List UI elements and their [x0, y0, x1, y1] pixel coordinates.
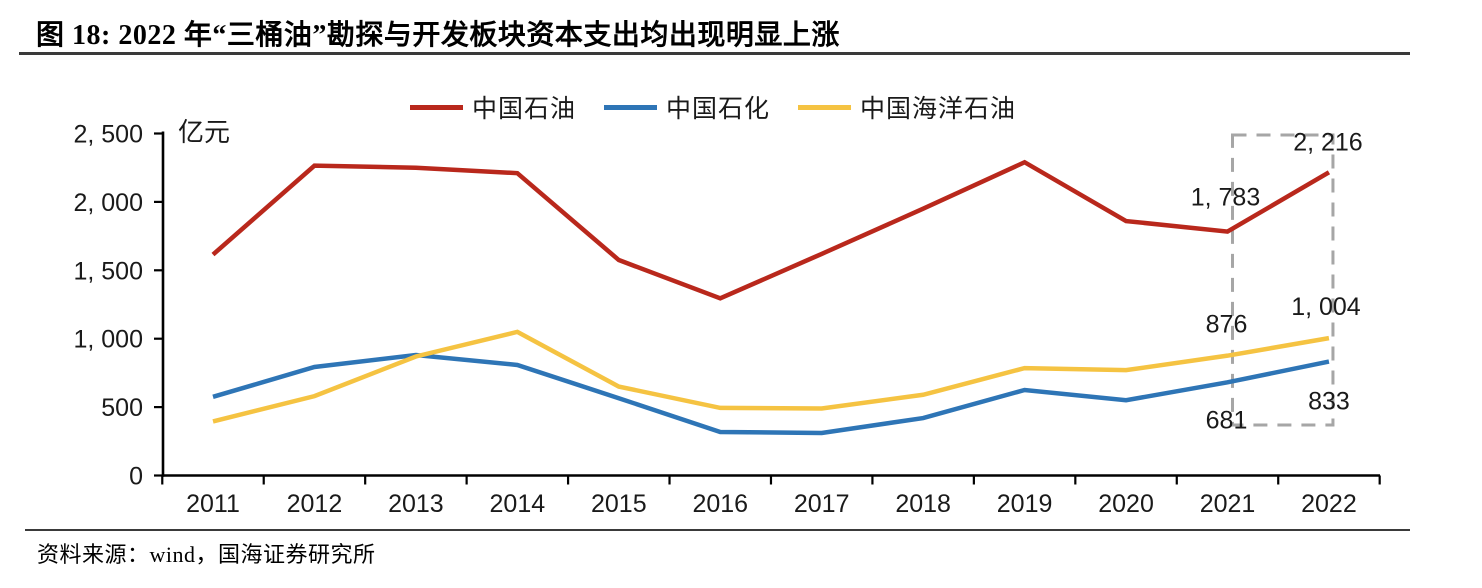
y-axis-unit-label: 亿元 [178, 117, 230, 147]
data-label: 2, 216 [1293, 128, 1363, 156]
series-line-1 [211, 159, 1331, 301]
series-line-2 [212, 352, 1330, 436]
x-tick-label: 2017 [794, 490, 850, 518]
legend-swatch-icon [410, 104, 463, 110]
chart-legend: 中国石油 中国石化 中国海洋石油 [410, 90, 1016, 124]
series-line-3 [212, 329, 1330, 424]
x-tick-label: 2013 [388, 490, 444, 518]
y-tick-label: 2, 000 [73, 189, 143, 217]
x-tick-label: 2011 [186, 490, 240, 518]
legend-label: 中国石化 [666, 96, 771, 123]
figure-title: 图 18: 2022 年“三桶油”勘探与开发板块资本支出均出现明显上涨 [36, 20, 840, 51]
highlight-box [1231, 133, 1335, 427]
data-label: 1, 783 [1191, 184, 1261, 212]
data-label: 833 [1308, 388, 1350, 416]
y-tick-label: 0 [129, 463, 143, 491]
legend-swatch-icon [604, 104, 658, 110]
x-tick-label: 2012 [287, 490, 343, 518]
x-tick-label: 2022 [1301, 490, 1357, 518]
title-underline [19, 52, 1410, 55]
legend-label: 中国海洋石油 [860, 96, 1017, 123]
footer-divider [25, 529, 1410, 531]
x-tick-label: 2016 [692, 490, 748, 518]
legend-swatch-icon [798, 104, 852, 110]
x-tick-label: 2019 [997, 490, 1053, 518]
x-tick-label: 2018 [895, 490, 951, 518]
source-note: 资料来源：wind，国海证券研究所 [37, 542, 376, 567]
y-tick-label: 1, 000 [73, 326, 143, 354]
x-tick-label: 2021 [1200, 490, 1256, 518]
legend-label: 中国石油 [472, 96, 577, 123]
x-tick-label: 2014 [490, 490, 546, 518]
y-tick-label: 2, 500 [73, 121, 143, 149]
x-tick-label: 2015 [591, 490, 647, 518]
data-label: 681 [1206, 406, 1248, 434]
data-label: 876 [1206, 311, 1248, 339]
y-tick-label: 500 [101, 394, 143, 422]
legend-item-3: 中国海洋石油 [798, 89, 1016, 125]
legend-item-2: 中国石化 [604, 89, 770, 125]
y-tick-label: 1, 500 [73, 257, 143, 285]
data-label: 1, 004 [1291, 293, 1361, 321]
legend-item-1: 中国石油 [410, 89, 576, 125]
x-tick-label: 2020 [1098, 490, 1154, 518]
